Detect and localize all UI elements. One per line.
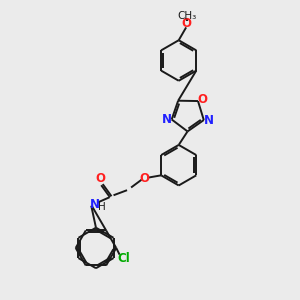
Text: CH₃: CH₃ [177, 11, 196, 21]
Text: N: N [204, 113, 214, 127]
Text: N: N [162, 113, 172, 126]
Text: O: O [198, 93, 208, 106]
Text: O: O [95, 172, 105, 184]
Text: O: O [139, 172, 149, 185]
Text: O: O [182, 16, 192, 29]
Text: H: H [98, 202, 106, 212]
Text: Cl: Cl [117, 252, 130, 265]
Text: N: N [90, 197, 100, 211]
